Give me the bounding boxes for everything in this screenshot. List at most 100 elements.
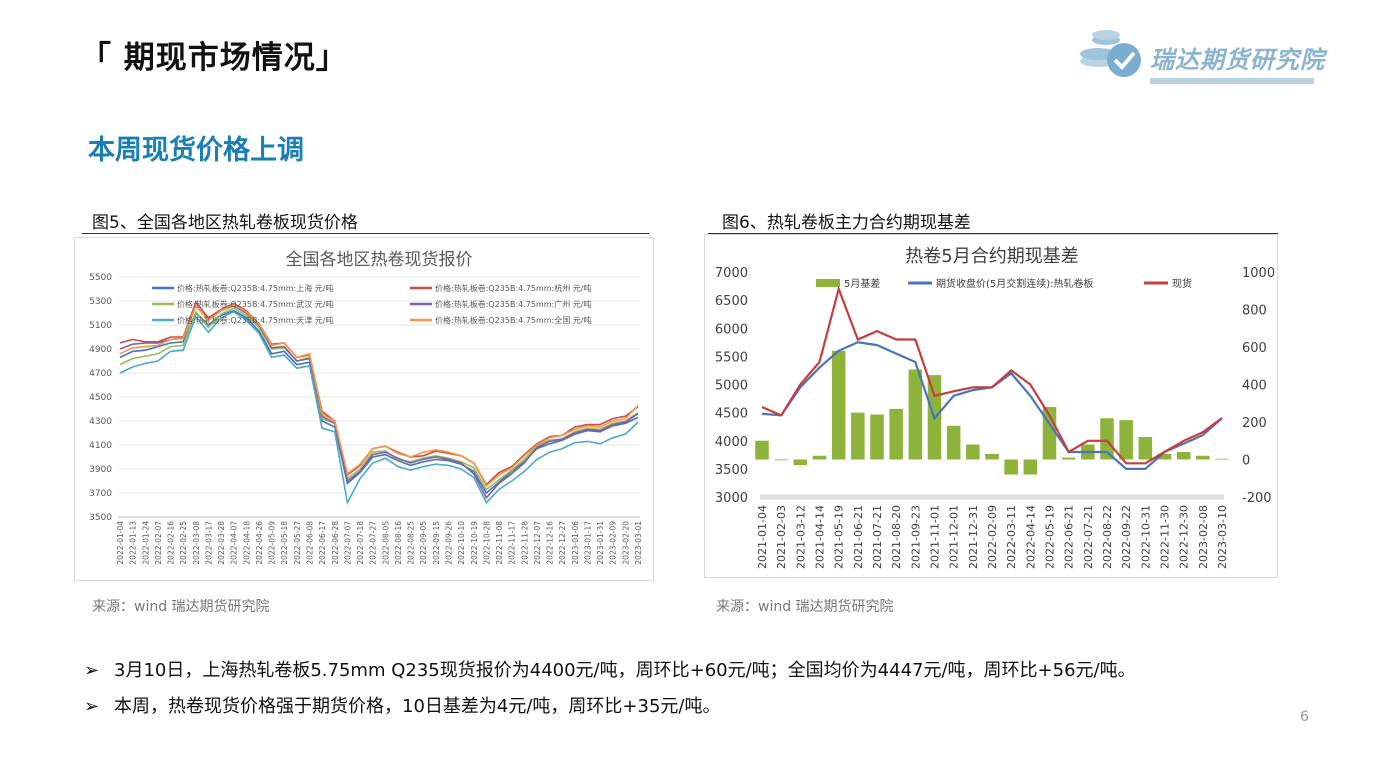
x-tick-label: 2021-02-03 — [775, 505, 788, 569]
basis-bar — [1157, 453, 1172, 460]
x-tick-label: 2022-02-07 — [154, 521, 163, 565]
x-tick-label: 2022-05-19 — [1044, 505, 1057, 569]
x-tick-label: 2022-01-04 — [116, 521, 125, 565]
x-tick-label: 2021-09-23 — [909, 505, 922, 569]
x-tick-label: 2023-03-01 — [634, 521, 643, 565]
bullet-arrow-icon: ➢ — [84, 696, 100, 717]
y-tick-label: 6500 — [715, 294, 748, 309]
y-tick-label: 4000 — [715, 435, 748, 450]
x-tick-label: 2022-09-22 — [1120, 505, 1133, 569]
x-tick-label: 2022-12-16 — [546, 521, 555, 565]
x-tick-label: 2022-12-27 — [558, 521, 567, 565]
bullet-arrow-icon: ➢ — [84, 660, 100, 681]
x-tick-label: 2021-12-31 — [967, 505, 980, 569]
basis-bar — [755, 440, 769, 460]
y2-tick-label: 1000 — [1242, 266, 1275, 281]
basis-chart: 热卷5月合约期现基差300035004000450050005500600065… — [704, 234, 1278, 578]
y2-tick-label: 400 — [1242, 379, 1267, 394]
series-line — [119, 310, 639, 506]
x-tick-label: 2022-01-24 — [141, 521, 150, 565]
y-tick-label: 3500 — [715, 463, 748, 478]
x-tick-label: 2022-11-28 — [520, 521, 529, 565]
x-tick-label: 2023-01-06 — [571, 521, 580, 565]
logo-underline — [1150, 78, 1314, 84]
y-tick-label: 4700 — [89, 369, 112, 379]
x-tick-label: 2022-07-18 — [356, 521, 365, 565]
x-tick-label: 2022-07-07 — [343, 521, 352, 565]
x-tick-label: 2022-10-28 — [482, 521, 491, 565]
y-tick-label: 7000 — [715, 266, 748, 281]
y-tick-label: 4300 — [89, 417, 112, 427]
figure6-caption: 图6、热轧卷板主力合约期现基差 — [722, 213, 971, 233]
x-tick-label: 2023-03-10 — [1216, 505, 1229, 569]
x-tick-label: 2022-11-30 — [1159, 505, 1172, 569]
x-tick-label: 2022-06-17 — [318, 521, 327, 565]
basis-bar — [870, 414, 884, 460]
x-tick-label: 2022-12-30 — [1178, 505, 1191, 569]
page-number: 6 — [1300, 709, 1309, 725]
legend-label: 价格:热轧板卷:Q235B:4.75mm:上海 元/吨 — [177, 283, 333, 293]
chart-frame — [74, 237, 654, 581]
x-tick-label: 2022-09-15 — [432, 521, 441, 565]
figure5-caption: 图5、全国各地区热轧卷板现货价格 — [92, 213, 358, 233]
x-tick-label: 2021-01-04 — [756, 505, 769, 569]
x-tick-label: 2021-07-21 — [871, 505, 884, 569]
legend-label: 价格:热轧板卷:Q235B:4.75mm:全国 元/吨 — [435, 315, 591, 325]
x-tick-label: 2023-01-31 — [596, 521, 605, 565]
legend-label: 5月基差 — [844, 277, 880, 290]
legend-label: 现货 — [1172, 277, 1192, 290]
x-tick-label: 2022-03-17 — [204, 521, 213, 565]
basis-bar — [1119, 420, 1133, 460]
basis-bar — [851, 412, 865, 460]
x-tick-label: 2022-08-05 — [381, 521, 390, 565]
figure6-source: 来源：wind 瑞达期货研究院 — [716, 599, 894, 615]
legend-label: 价格:热轧板卷:Q235B:4.75mm:杭州 元/吨 — [435, 283, 591, 293]
basis-bar — [966, 444, 980, 460]
coins-logo-icon — [1080, 30, 1141, 77]
bullet-point: ➢ 本周，热卷现货价格强于期货价格，10日基差为4元/吨，周环比+35元/吨。 — [84, 692, 720, 718]
chart-title: 全国各地区热卷现货报价 — [286, 250, 473, 270]
figure5-source: 来源：wind 瑞达期货研究院 — [92, 599, 270, 615]
y-tick-label: 5500 — [89, 273, 112, 283]
basis-bar — [1176, 452, 1191, 460]
x-tick-label: 2022-03-11 — [1005, 505, 1018, 569]
x-tick-label: 2022-07-27 — [369, 521, 378, 565]
y-tick-label: 5100 — [89, 321, 112, 331]
x-tick-label: 2023-02-20 — [621, 521, 630, 565]
y-tick-label: 5500 — [715, 350, 748, 365]
x-tick-label: 2023-02-08 — [1197, 505, 1210, 569]
x-tick-label: 2021-04-14 — [814, 505, 827, 569]
page-title: 「 期现市场情况」 — [80, 40, 348, 76]
y-tick-label: 4500 — [89, 393, 112, 403]
x-tick-label: 2022-05-18 — [280, 521, 289, 565]
x-tick-label: 2022-10-10 — [457, 521, 466, 565]
x-tick-label: 2022-03-08 — [192, 521, 201, 565]
basis-bar — [774, 459, 788, 461]
x-tick-label: 2021-12-01 — [948, 505, 961, 569]
y-tick-label: 3900 — [89, 465, 112, 475]
company-logo — [1076, 26, 1316, 88]
x-tick-label: 2022-02-09 — [986, 505, 999, 569]
series-line — [119, 307, 639, 491]
legend-label: 期货收盘价(5月交割连续):热轧卷板 — [936, 277, 1094, 290]
bullet-text: 本周，热卷现货价格强于期货价格，10日基差为4元/吨，周环比+35元/吨。 — [114, 696, 721, 717]
x-tick-label: 2022-04-26 — [255, 521, 264, 565]
basis-bar — [1061, 457, 1076, 460]
y-tick-label: 4900 — [89, 345, 112, 355]
legend-label: 价格:热轧板卷:Q235B:4.75mm:广州 元/吨 — [435, 299, 591, 309]
x-tick-label: 2023-02-09 — [609, 521, 618, 565]
y2-tick-label: 800 — [1242, 304, 1267, 319]
figure5-caption-rule — [82, 233, 649, 234]
basis-bar — [985, 453, 999, 460]
x-tick-label: 2022-03-28 — [217, 521, 226, 565]
y-tick-label: 3700 — [89, 489, 112, 499]
x-tick-label: 2022-10-31 — [1139, 505, 1152, 569]
x-tick-label: 2021-06-21 — [852, 505, 865, 569]
x-tick-label: 2022-04-07 — [230, 521, 239, 565]
y-tick-label: 3500 — [89, 513, 112, 523]
basis-bar — [1023, 459, 1038, 475]
x-tick-label: 2022-02-16 — [167, 521, 176, 565]
legend-label: 价格:热轧板卷:Q235B:4.75mm:天津 元/吨 — [177, 315, 333, 325]
series-line — [761, 285, 1223, 465]
bullet-text: 3月10日，上海热轧卷板5.75mm Q235现货报价为4400元/吨，周环比+… — [114, 660, 1136, 681]
